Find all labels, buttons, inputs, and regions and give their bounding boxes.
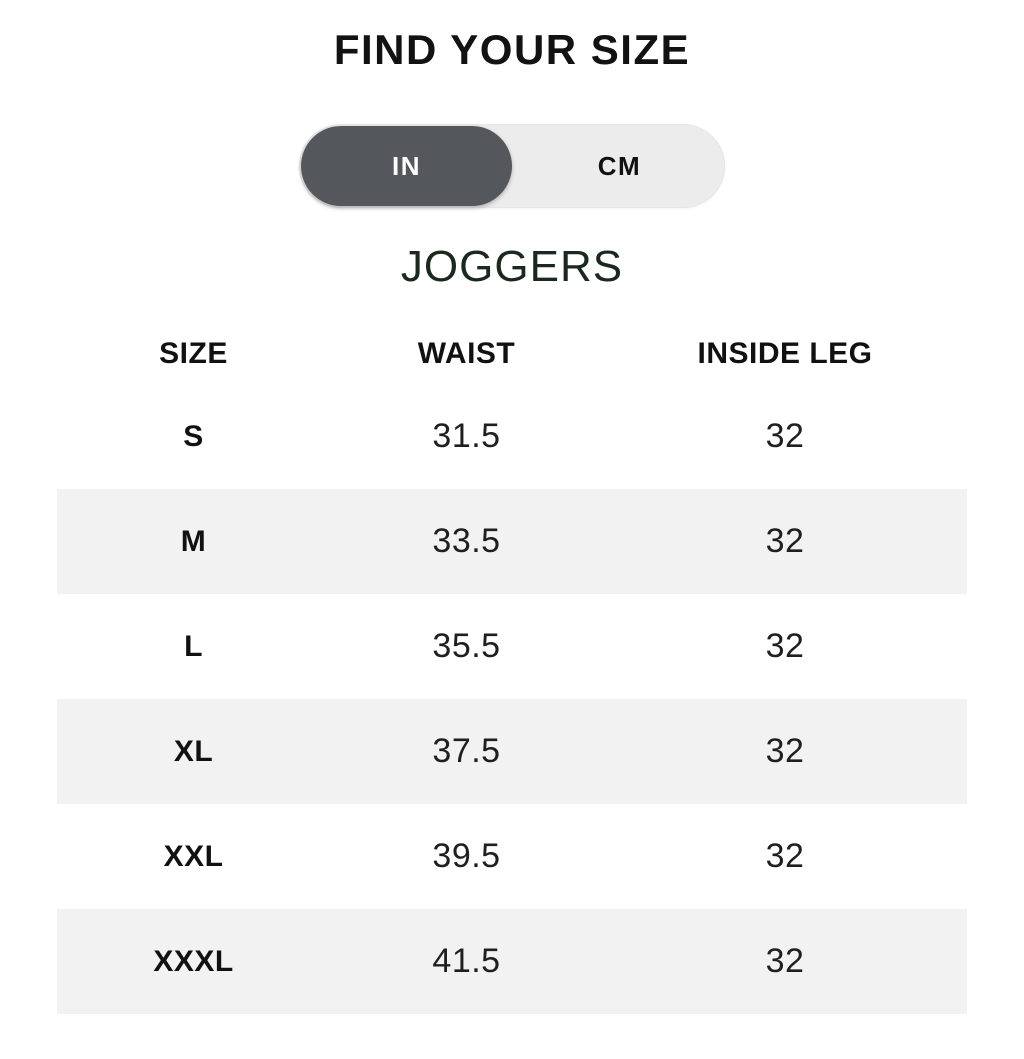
product-title: JOGGERS (400, 242, 624, 291)
size-table: SIZE WAIST INSIDE LEG S 31.5 32 M 33.5 3… (57, 324, 967, 1014)
size-cell: L (184, 629, 203, 663)
size-cell: XXL (163, 839, 224, 873)
inside-leg-cell: 32 (765, 417, 805, 455)
waist-cell: 33.5 (432, 522, 501, 560)
table-row: XXL 39.5 32 (57, 804, 967, 909)
unit-toggle: IN CM (299, 124, 725, 208)
inside-leg-cell: 32 (765, 522, 805, 560)
size-cell: S (183, 419, 204, 453)
page-title: FIND YOUR SIZE (333, 26, 691, 73)
column-header-waist: WAIST (417, 337, 516, 370)
table-row: L 35.5 32 (57, 594, 967, 699)
column-header-inside-leg: INSIDE LEG (697, 337, 873, 370)
size-cell: XXXL (153, 944, 234, 978)
waist-cell: 35.5 (432, 627, 501, 665)
table-body: S 31.5 32 M 33.5 32 L 35.5 32 XL 37.5 32… (57, 384, 967, 1014)
table-row: XXXL 41.5 32 (57, 909, 967, 1014)
toggle-option-in[interactable]: IN (301, 126, 512, 206)
waist-cell: 41.5 (432, 942, 501, 980)
inside-leg-cell: 32 (765, 837, 805, 875)
waist-cell: 39.5 (432, 837, 501, 875)
column-header-size: SIZE (159, 337, 228, 370)
table-row: XL 37.5 32 (57, 699, 967, 804)
table-row: S 31.5 32 (57, 384, 967, 489)
waist-cell: 31.5 (432, 417, 501, 455)
toggle-option-cm[interactable]: CM (597, 150, 642, 181)
table-header-row: SIZE WAIST INSIDE LEG (57, 324, 967, 384)
inside-leg-cell: 32 (765, 732, 805, 770)
inside-leg-cell: 32 (765, 942, 805, 980)
inside-leg-cell: 32 (765, 627, 805, 665)
size-cell: M (180, 524, 207, 558)
waist-cell: 37.5 (432, 732, 501, 770)
size-cell: XL (173, 734, 214, 768)
table-row: M 33.5 32 (57, 489, 967, 594)
